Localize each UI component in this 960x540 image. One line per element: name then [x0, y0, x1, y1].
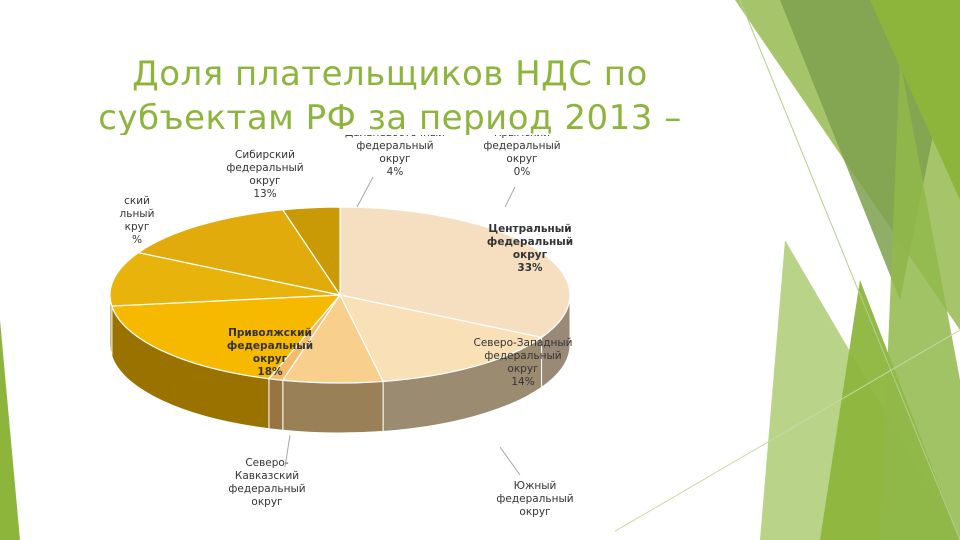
slice-label-name-line: федеральный	[356, 140, 434, 152]
deco-line-2	[599, 329, 960, 540]
pie-side-северо-кавказский-федеральный-округ	[268, 378, 284, 431]
slice-label-percent: 4%	[386, 166, 404, 178]
slice-label-percent: 14%	[511, 376, 535, 388]
slice-label-name-line: Центральный	[488, 223, 572, 235]
pie-chart-svg	[109, 176, 571, 476]
pie-slice-дальневосточный-федеральный-округ	[281, 206, 341, 297]
slice-label-name-line: округ	[249, 175, 281, 187]
slice-label-name-line: Южный	[513, 480, 557, 492]
left-green-shard	[0, 320, 20, 540]
slice-label-name-line: округ	[379, 153, 411, 165]
slice-label-name-line: Северо-Западный	[473, 337, 573, 349]
slice-label-name-line: округ	[519, 506, 551, 518]
pie-slice-уральский-федеральный-округ	[109, 251, 341, 307]
slice-label-name-line: Приволжский	[228, 327, 312, 339]
pie-slice-приволжский-федеральный-округ	[110, 294, 342, 380]
slice-label-сибирский-федеральный-округ: Сибирский федеральный округ 13%	[205, 149, 325, 201]
slice-label-name-line: округ	[512, 249, 548, 261]
pie-slice-южный-федеральный-округ	[281, 293, 385, 384]
slice-label-крымский-федеральный-округ: Крымскийфедеральныйокруг0%	[462, 135, 582, 179]
right-shard-3	[870, 0, 960, 200]
slice-label-name-line: федеральный	[496, 493, 574, 505]
slice-label-name-line: Кавказский	[234, 470, 300, 482]
slice-label-центральный-федеральный-округ: Центральный федеральный округ 33%	[470, 223, 590, 275]
slice-label-уральский-федеральный-округ: ский льный круг%	[95, 195, 197, 247]
slice-label-приволжский-федеральный-округ: Приволжский федеральный округ 18%	[210, 327, 330, 379]
slice-label-name-line: округ	[252, 353, 288, 365]
pie-side-южный-федеральный-округ	[282, 379, 384, 434]
slice-label-name-line: федеральный	[226, 162, 304, 174]
slice-label-percent: 18%	[257, 366, 283, 378]
leader-line	[284, 434, 291, 468]
slice-label-name-line: федеральный	[226, 340, 314, 352]
slice-label-name-line: льный	[119, 208, 155, 220]
slice-label-name-line: округ	[507, 363, 539, 375]
leader-line	[356, 176, 374, 208]
leader-line	[499, 446, 521, 476]
slice-label-северо-кавказский-федеральный-округ: Северо- Кавказский федеральный округ	[207, 457, 327, 509]
leader-line	[504, 186, 516, 208]
slice-label-name-line: федеральный	[228, 483, 306, 495]
slice-label-name-line: округ	[251, 496, 283, 508]
slice-label-name-line: ский	[124, 195, 150, 207]
slice-label-name-line: Крымский	[462, 135, 582, 140]
deco-line-1	[739, 0, 960, 540]
slice-label-percent: 0%	[513, 166, 531, 178]
slice-label-северо-западный-федеральный-округ: Северо-Западный федеральный округ 14%	[463, 337, 583, 389]
slice-label-percent: 13%	[253, 188, 277, 200]
right-shard-6	[880, 60, 960, 540]
slice-label-дальневосточный-федеральный-округ: Дальневосточныйфедеральныйокруг4%	[335, 135, 455, 179]
slice-label-name-line: федеральный	[484, 350, 562, 362]
slice-label-name-line: округ	[506, 153, 538, 165]
slice-label-percent: 33%	[517, 262, 543, 274]
pie-slice-северо-западный-федеральный-округ	[338, 294, 544, 383]
slice-label-name-line: федеральный	[486, 236, 574, 248]
pie-slice-сибирский-федеральный-округ	[136, 209, 342, 296]
slice-label-name-line: Дальневосточный	[335, 135, 455, 140]
slice-label-name-line: Сибирский	[235, 149, 295, 161]
slice-label-percent: %	[132, 234, 142, 246]
slice-label-южный-федеральный-округ: Южный федеральный округ	[475, 480, 595, 519]
pie-slice-центральный-федеральный-округ	[339, 206, 571, 339]
pie-chart: Центральный федеральный округ 33% Северо-Зап…	[95, 135, 615, 540]
slice-label-name-line: Северо-	[245, 457, 289, 469]
slice-label-name-line: федеральный	[483, 140, 561, 152]
slice-label-name-line: круг	[124, 221, 150, 233]
